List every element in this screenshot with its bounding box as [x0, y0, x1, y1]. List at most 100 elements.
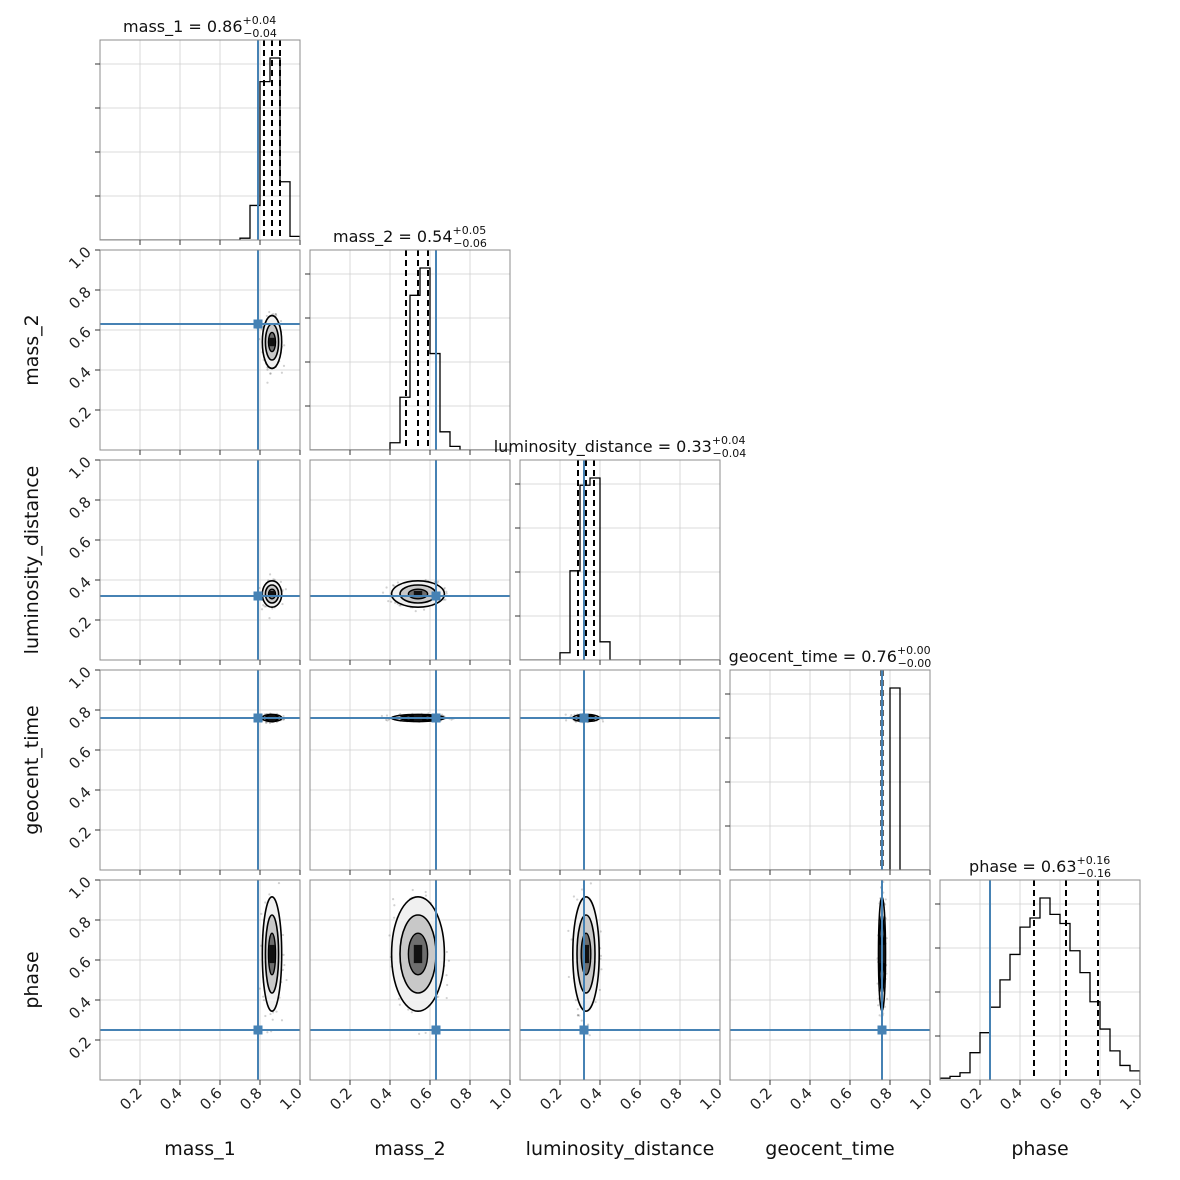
scatter-point [576, 1014, 579, 1017]
histogram-luminosity_distance [520, 477, 720, 660]
scatter-point [564, 719, 568, 722]
title-mass_1: mass_1 = 0.86+0.04 −0.04 [123, 14, 277, 40]
scatter-point [271, 1018, 274, 1021]
scatter-point [393, 904, 396, 907]
scatter-point [268, 573, 272, 576]
panel-frame [519, 879, 721, 1081]
density-peak [269, 944, 275, 964]
scatter-point [385, 714, 389, 717]
title-upper-error: +0.04 [712, 434, 746, 447]
scatter-point [269, 1012, 272, 1016]
panel-mass_1-phase [95, 879, 301, 1085]
histogram-geocent_time [730, 687, 930, 870]
panel-content [520, 460, 720, 660]
scatter-point [422, 608, 426, 611]
scatter-point [392, 897, 395, 901]
panel-mass_1-mass_2 [95, 249, 301, 455]
histogram-mass_2 [310, 267, 510, 450]
scatter-point [886, 997, 889, 1000]
scatter-point [578, 1014, 581, 1017]
scatter-point [260, 328, 264, 331]
scatter-point [386, 719, 389, 722]
scatter-point [268, 721, 272, 725]
scatter-point [443, 586, 446, 590]
x-axis-label-phase: phase [1011, 1138, 1068, 1160]
y-axis-label-mass_2: mass_2 [21, 314, 43, 386]
scatter-point [279, 580, 283, 583]
panel-content [520, 670, 720, 870]
truth-marker [431, 713, 441, 723]
scatter-point [274, 313, 277, 316]
scatter-point [437, 995, 440, 998]
x-axis-label-mass_1: mass_1 [164, 1138, 236, 1160]
panel-luminosity_distance-geocent_time [519, 669, 721, 875]
scatter-point [274, 312, 278, 316]
density-peak [413, 944, 423, 964]
panel-frame [729, 879, 931, 1081]
scatter-point [397, 997, 401, 1000]
scatter-point [570, 938, 573, 941]
title-lower-error: −0.04 [243, 27, 277, 40]
panel-content [100, 460, 300, 660]
scatter-point [268, 893, 271, 896]
title-upper-error: +0.05 [453, 224, 487, 237]
scatter-point [268, 310, 271, 314]
panel-frame [309, 459, 511, 661]
y-axis-label-luminosity_distance: luminosity_distance [21, 466, 43, 655]
scatter-point [275, 314, 278, 317]
scatter-point [283, 344, 286, 347]
scatter-point [264, 901, 267, 904]
scatter-point [570, 713, 573, 717]
scatter-point [877, 1004, 880, 1007]
scatter-point [445, 590, 448, 593]
panel-content [310, 460, 510, 660]
scatter-point [284, 588, 287, 591]
title-luminosity_distance: luminosity_distance = 0.33+0.04 −0.04 [494, 434, 747, 460]
panel-frame [99, 879, 301, 1081]
scatter-point [599, 930, 602, 933]
scatter-point [594, 1000, 597, 1004]
panel-mass_2-mass_2: mass_2 = 0.54+0.05 −0.06 [305, 224, 511, 455]
scatter-point [283, 963, 286, 967]
truth-marker [877, 1025, 887, 1035]
title-geocent_time: geocent_time = 0.76+0.00 −0.00 [729, 644, 932, 670]
title-phase: phase = 0.63+0.16 −0.16 [969, 854, 1111, 880]
truth-marker [579, 1025, 589, 1035]
truth-marker [253, 591, 263, 601]
scatter-point [272, 312, 275, 316]
scatter-point [260, 912, 263, 915]
scatter-point [262, 999, 265, 1002]
scatter-point [601, 720, 605, 723]
scatter-point [445, 996, 448, 1000]
scatter-point [576, 1013, 580, 1017]
panel-mass_2-phase [309, 879, 511, 1085]
scatter-point [588, 1034, 591, 1037]
scatter-point [266, 381, 269, 384]
scatter-point [574, 999, 578, 1002]
title-lower-error: −0.04 [713, 447, 747, 460]
scatter-point [272, 578, 275, 581]
panel-content [730, 880, 930, 1080]
scatter-point [564, 713, 567, 716]
panel-frame [309, 879, 511, 1081]
scatter-point [414, 610, 417, 613]
truth-marker [431, 591, 441, 601]
title-main: mass_1 = 0.86 [123, 17, 242, 37]
panel-content [520, 880, 720, 1080]
title-main: geocent_time = 0.76 [729, 647, 897, 667]
truth-marker [253, 713, 263, 723]
scatter-point [392, 916, 396, 919]
title-lower-error: −0.16 [1077, 867, 1111, 880]
scatter-point [450, 718, 453, 721]
scatter-point [411, 888, 414, 892]
scatter-point [273, 578, 276, 581]
title-main: mass_2 = 0.54 [333, 227, 452, 247]
panel-content [310, 250, 510, 450]
scatter-point [576, 1008, 579, 1011]
panel-geocent_time-phase [729, 879, 931, 1085]
scatter-point [396, 581, 400, 584]
panel-frame [519, 669, 721, 871]
scatter-point [424, 890, 427, 894]
scatter-point [418, 1032, 421, 1035]
scatter-point [436, 580, 440, 583]
